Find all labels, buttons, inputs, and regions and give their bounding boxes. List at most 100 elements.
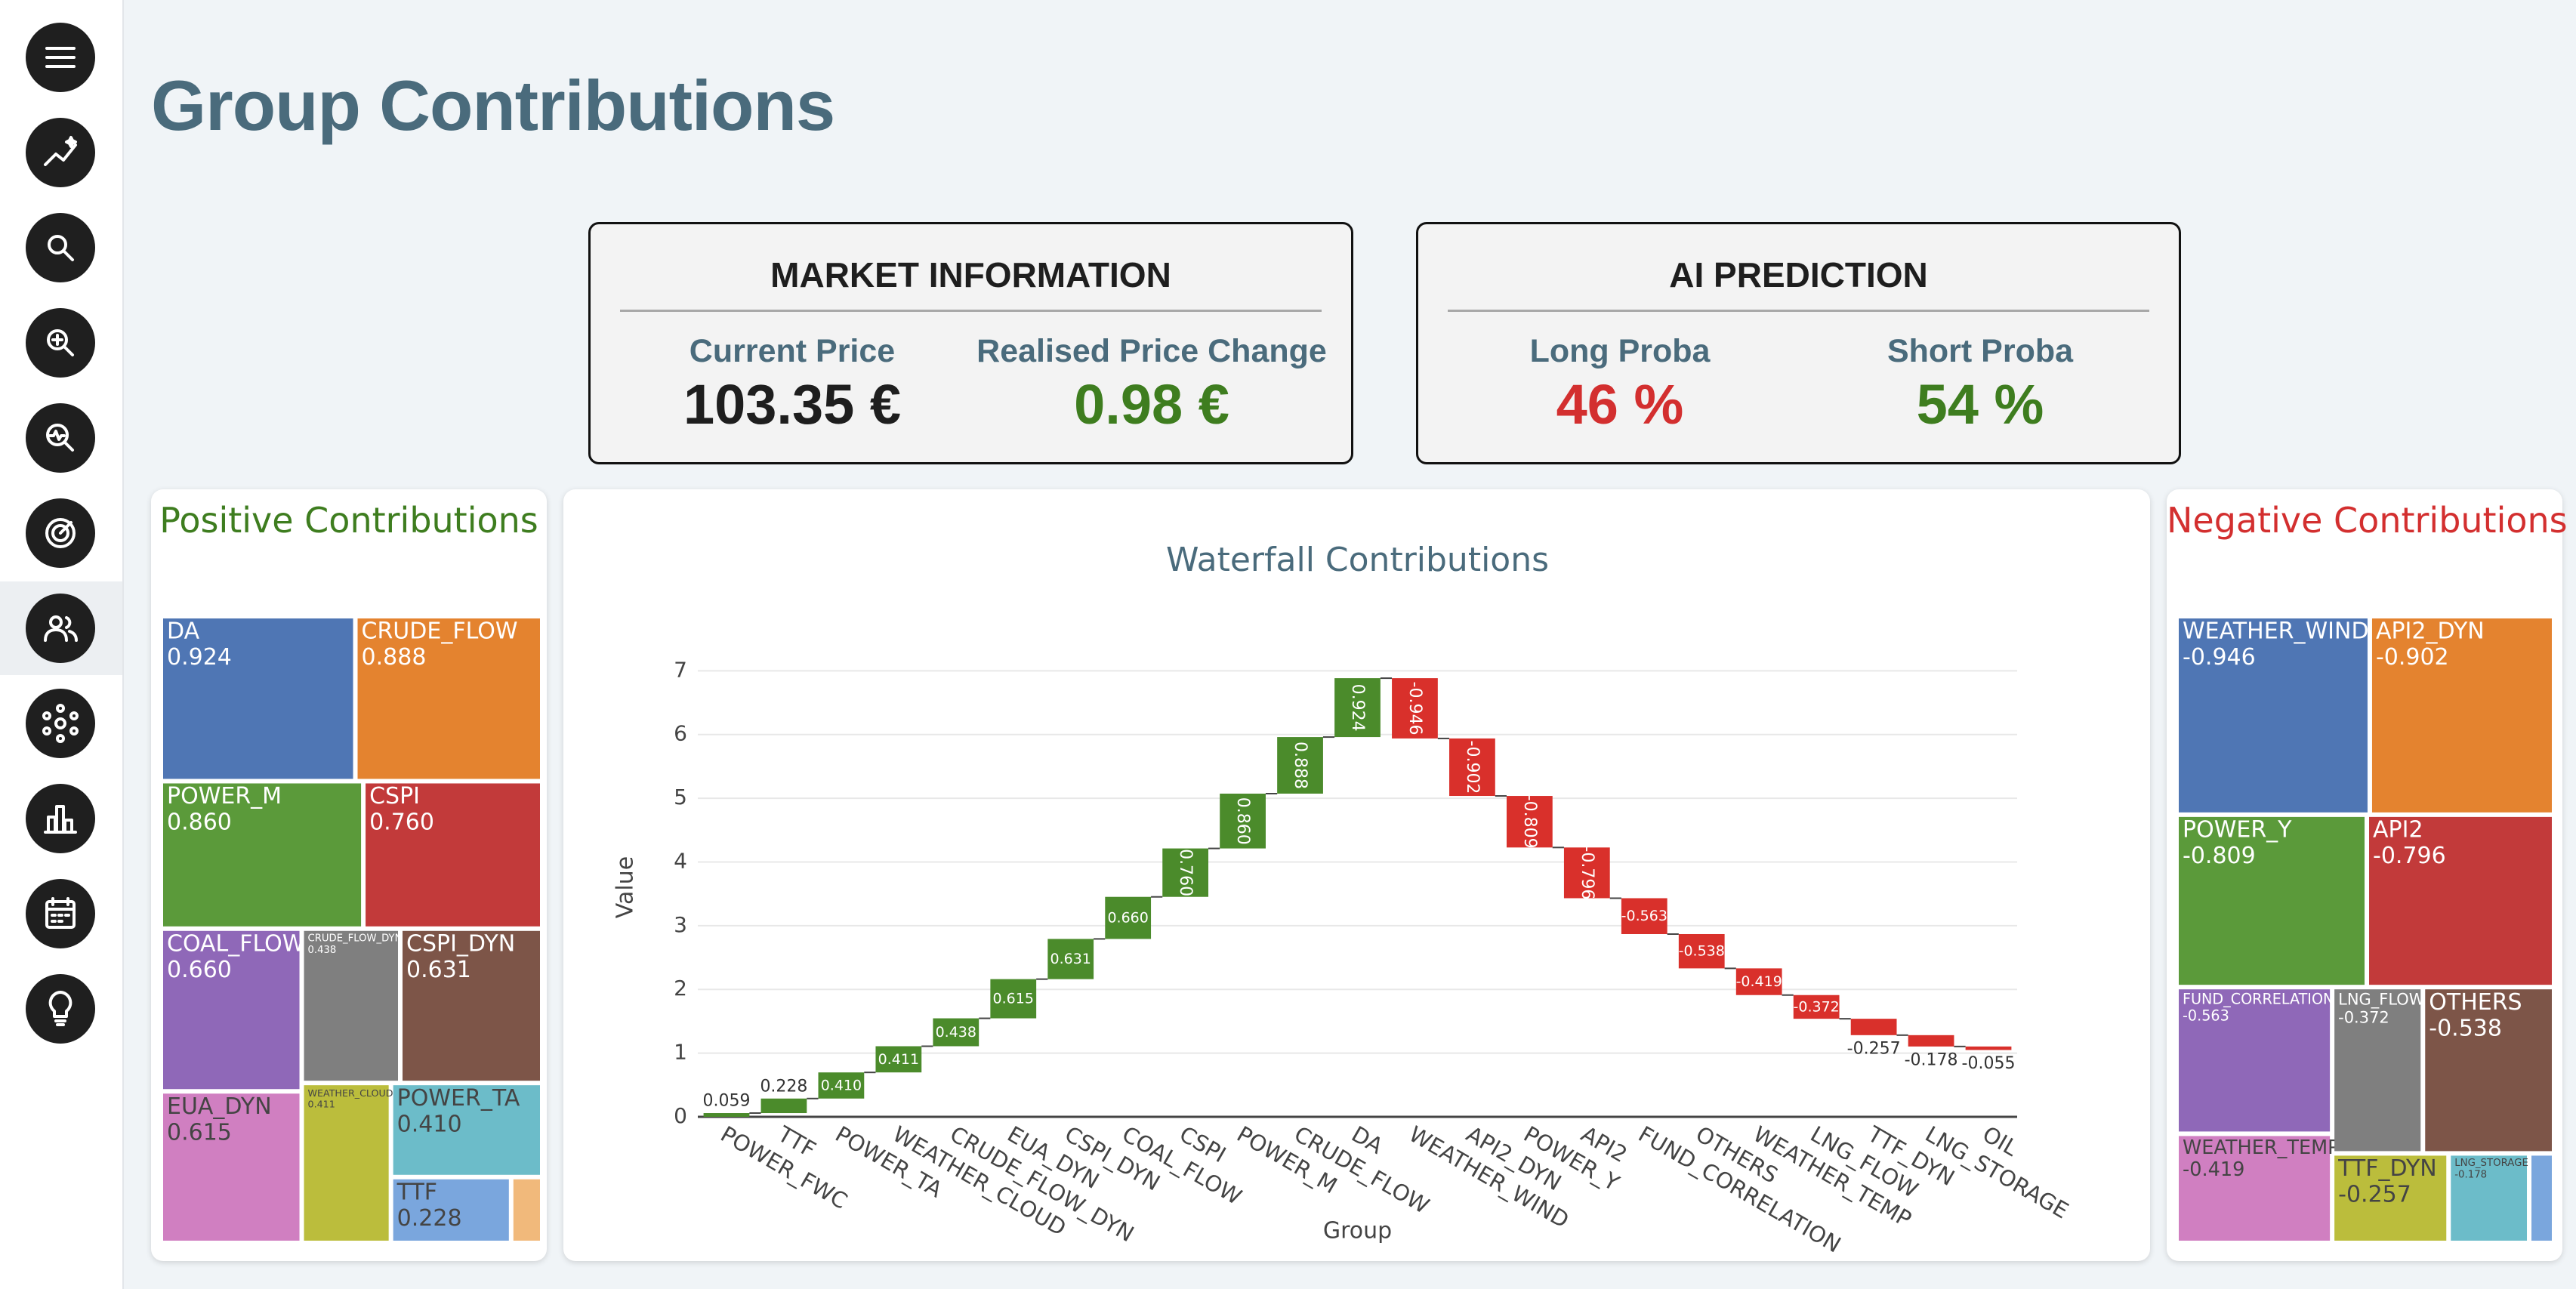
card-divider: [620, 310, 1322, 312]
waterfall-bar: [990, 979, 1037, 1019]
tile-value: 0.660: [167, 957, 232, 983]
nav-button[interactable]: [26, 118, 95, 187]
ai-prediction-card: AI PREDICTION Long Proba 46 % Short Prob…: [1416, 222, 2181, 464]
nav-button[interactable]: [26, 784, 95, 853]
tile-value: 0.615: [167, 1119, 232, 1146]
value-label: 0.760: [1176, 849, 1195, 896]
tile-label: WEATHER_TEMP: [2183, 1136, 2340, 1159]
tile-value: 0.228: [397, 1205, 462, 1232]
tile-label: API2_DYN: [2376, 618, 2485, 645]
waterfall-bar: [1334, 678, 1381, 738]
treemap-tile: [366, 783, 540, 927]
y-axis-label: Value: [612, 856, 639, 918]
tile-label: COAL_FLOW: [167, 930, 304, 957]
y-tick-label: 0: [674, 1103, 687, 1128]
waterfall-bar: [1678, 933, 1725, 969]
treemap-tile: [163, 930, 300, 1090]
value-label: -0.372: [1794, 998, 1840, 1015]
tile-label: POWER_M: [167, 783, 282, 809]
tile-label: API2: [2373, 816, 2423, 843]
treemap-tile: [513, 1179, 540, 1241]
tile-value: -0.796: [2373, 843, 2446, 869]
y-tick-label: 5: [674, 785, 687, 809]
nav-button[interactable]: [26, 974, 95, 1044]
item-label: Current Price: [689, 333, 896, 369]
y-tick-label: 1: [674, 1040, 687, 1065]
value-label: -0.796: [1578, 846, 1597, 899]
chart-title: Waterfall Contributions: [1166, 541, 1549, 579]
tile-value: -0.257: [2338, 1182, 2411, 1208]
treemap-tile: [2531, 1155, 2552, 1241]
waterfall-bar: [760, 1098, 807, 1114]
treemap-tile: [2334, 1155, 2447, 1241]
tile-label: POWER_TA: [397, 1085, 520, 1112]
value-label: 0.059: [702, 1092, 750, 1111]
item-value: 0.98 €: [1074, 373, 1229, 436]
item-label: Long Proba: [1529, 333, 1711, 369]
value-label: 0.860: [1233, 797, 1252, 845]
value-label: -0.902: [1463, 741, 1482, 794]
treemap-tile: [403, 930, 540, 1081]
nav-button[interactable]: [26, 689, 95, 758]
tile-value: 0.924: [167, 644, 232, 671]
nav-button[interactable]: [26, 498, 95, 568]
card-divider: [1448, 310, 2149, 312]
y-tick-label: 6: [674, 721, 687, 746]
tile-label: LNG_STORAGE: [2454, 1158, 2528, 1169]
tile-label: WEATHER_CLOUD: [308, 1087, 393, 1099]
market-information-card: MARKET INFORMATION Current Price 103.35 …: [588, 222, 1353, 464]
nav-button[interactable]: [26, 213, 95, 282]
waterfall-bar: [1392, 678, 1438, 739]
value-label: 0.660: [1107, 910, 1148, 927]
value-label: -0.257: [1847, 1039, 1901, 1058]
value-label: 0.410: [821, 1077, 862, 1093]
waterfall-bar: [1047, 939, 1094, 979]
y-tick-label: 2: [674, 976, 687, 1001]
nav-button[interactable]: [26, 308, 95, 378]
value-label: 0.615: [993, 991, 1034, 1007]
tile-value: 0.438: [308, 945, 337, 956]
waterfall-bar: [1449, 738, 1495, 797]
tile-value: 0.411: [308, 1098, 335, 1109]
tile-label: LNG_FLOW: [2338, 990, 2425, 1009]
treemap-tile: [2179, 1136, 2331, 1241]
tile-value: -0.178: [2454, 1170, 2487, 1181]
item-label: Short Proba: [1886, 333, 2074, 369]
waterfall-bar: [1793, 995, 1840, 1019]
nav-button[interactable]: [26, 594, 95, 663]
tile-value: -0.372: [2338, 1009, 2389, 1027]
tile-value: 0.631: [406, 957, 471, 983]
panel-title: Negative Contributions: [2167, 500, 2568, 541]
value-label: -0.419: [1736, 973, 1782, 990]
treemap-tile: [2179, 618, 2368, 813]
item-value: 46 %: [1556, 373, 1684, 436]
treemap-tile: [304, 930, 399, 1081]
tile-value: 0.760: [369, 809, 434, 836]
nav-button[interactable]: [26, 23, 95, 92]
waterfall-bar: [703, 1113, 750, 1117]
treemap-tile: [393, 1085, 540, 1175]
card-title: AI PREDICTION: [1669, 255, 1928, 294]
treemap-tile: [163, 783, 362, 927]
value-label: 0.411: [878, 1051, 919, 1068]
waterfall-bar: [1220, 794, 1266, 849]
nav-button[interactable]: [26, 879, 95, 948]
item-value: 54 %: [1916, 373, 2044, 436]
treemap-tile: [2179, 816, 2365, 985]
sidebar: [0, 0, 124, 1289]
treemap-tile: [357, 618, 540, 779]
value-label: 0.888: [1291, 742, 1310, 789]
tile-label: FUND_CORRELATION: [2183, 991, 2334, 1008]
nav-button[interactable]: [26, 403, 95, 473]
value-label: 0.438: [936, 1024, 976, 1041]
y-tick-label: 4: [674, 848, 687, 873]
item-value: 103.35 €: [683, 373, 902, 436]
tile-value: 0.410: [397, 1111, 462, 1137]
tile-label: CRUDE_FLOW_DYN: [308, 933, 403, 945]
tile-label: TTF_DYN: [2337, 1155, 2437, 1182]
waterfall-panel: Waterfall Contributions Value Group 0 1 2 3 4 5 6…: [563, 489, 2150, 1261]
waterfall-bar: [1162, 848, 1209, 897]
x-axis-label: Group: [1323, 1218, 1392, 1244]
value-label: -0.538: [1679, 943, 1725, 960]
tile-label: CSPI_DYN: [406, 930, 515, 957]
